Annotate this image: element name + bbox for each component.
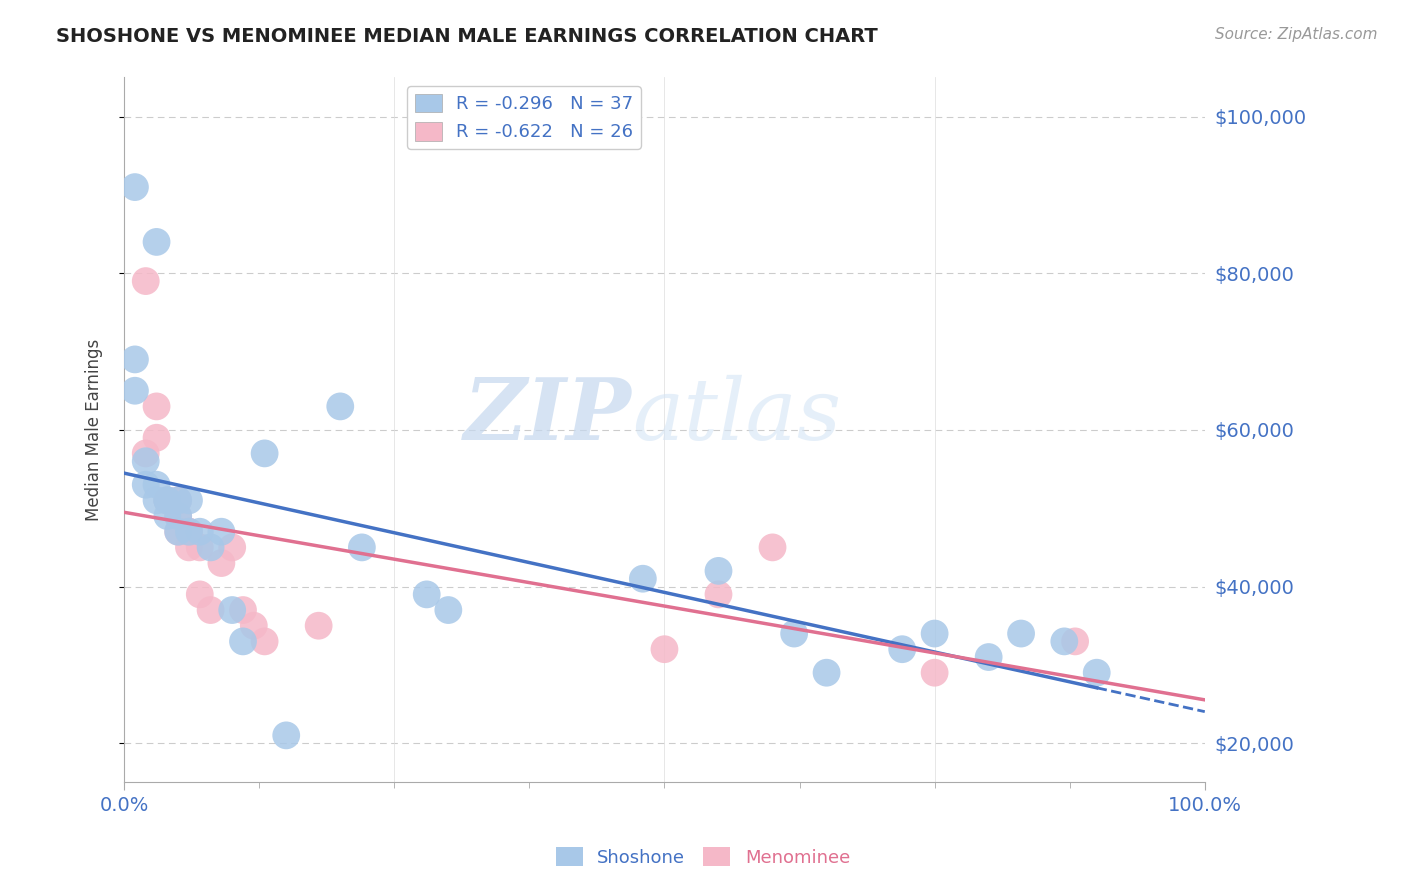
Point — [145, 477, 167, 491]
Point — [135, 454, 157, 468]
Point — [167, 493, 190, 508]
Point — [232, 603, 254, 617]
Point — [156, 493, 179, 508]
Point — [188, 524, 211, 539]
Point — [156, 493, 179, 508]
Point — [415, 587, 437, 601]
Point — [815, 665, 838, 680]
Point — [145, 493, 167, 508]
Point — [145, 431, 167, 445]
Point — [631, 572, 654, 586]
Point — [209, 556, 232, 570]
Text: ZIP: ZIP — [464, 374, 633, 458]
Point — [167, 509, 190, 524]
Y-axis label: Median Male Earnings: Median Male Earnings — [86, 339, 103, 521]
Point — [188, 587, 211, 601]
Legend: R = -0.296   N = 37, R = -0.622   N = 26: R = -0.296 N = 37, R = -0.622 N = 26 — [408, 87, 641, 149]
Point — [200, 603, 222, 617]
Point — [177, 524, 200, 539]
Point — [350, 541, 373, 555]
Point — [135, 477, 157, 491]
Point — [135, 446, 157, 460]
Point — [924, 626, 946, 640]
Point — [253, 446, 276, 460]
Point — [177, 493, 200, 508]
Point — [1064, 634, 1087, 648]
Point — [167, 524, 190, 539]
Point — [145, 400, 167, 414]
Point — [200, 541, 222, 555]
Point — [124, 352, 146, 367]
Point — [891, 642, 914, 657]
Point — [167, 493, 190, 508]
Text: SHOSHONE VS MENOMINEE MEDIAN MALE EARNINGS CORRELATION CHART: SHOSHONE VS MENOMINEE MEDIAN MALE EARNIN… — [56, 27, 877, 45]
Point — [977, 650, 1000, 665]
Point — [124, 180, 146, 194]
Text: Source: ZipAtlas.com: Source: ZipAtlas.com — [1215, 27, 1378, 42]
Point — [329, 400, 352, 414]
Point — [243, 618, 266, 632]
Point — [221, 541, 243, 555]
Point — [1085, 665, 1108, 680]
Point — [156, 493, 179, 508]
Point — [177, 524, 200, 539]
Point — [276, 728, 298, 742]
Point — [167, 524, 190, 539]
Point — [209, 524, 232, 539]
Point — [1010, 626, 1032, 640]
Legend: Shoshone, Menominee: Shoshone, Menominee — [548, 840, 858, 874]
Point — [124, 384, 146, 398]
Point — [308, 618, 330, 632]
Text: atlas: atlas — [633, 375, 841, 457]
Point — [221, 603, 243, 617]
Point — [188, 541, 211, 555]
Point — [232, 634, 254, 648]
Point — [437, 603, 460, 617]
Point — [145, 235, 167, 249]
Point — [654, 642, 676, 657]
Point — [707, 587, 730, 601]
Point — [707, 564, 730, 578]
Point — [783, 626, 806, 640]
Point — [177, 524, 200, 539]
Point — [135, 274, 157, 288]
Point — [156, 509, 179, 524]
Point — [253, 634, 276, 648]
Point — [177, 541, 200, 555]
Point — [1053, 634, 1076, 648]
Point — [167, 509, 190, 524]
Point — [924, 665, 946, 680]
Point — [761, 541, 783, 555]
Point — [156, 493, 179, 508]
